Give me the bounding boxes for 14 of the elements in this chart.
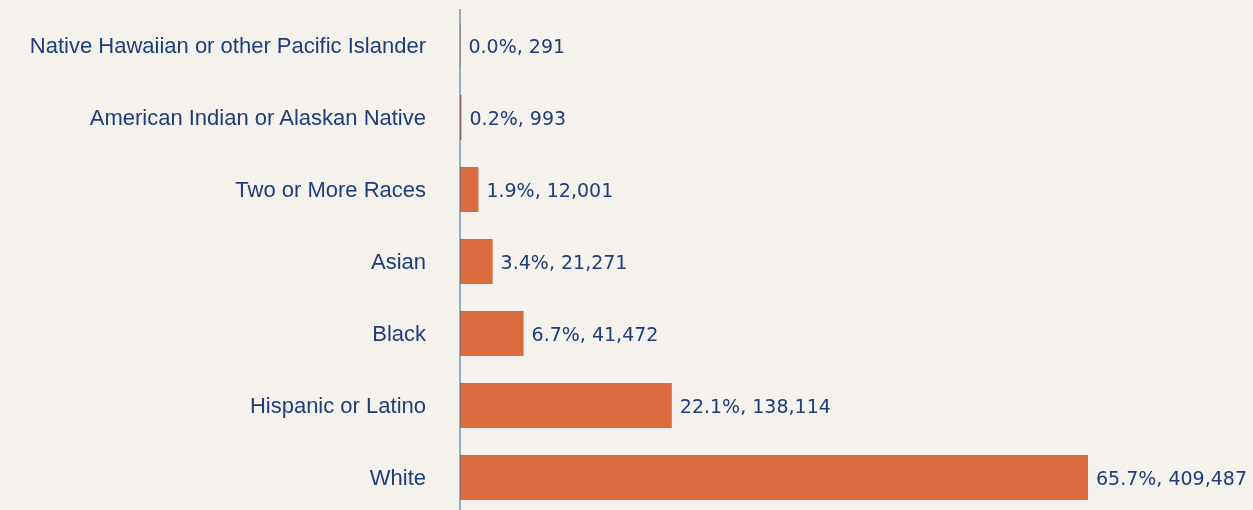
y-tick-label: Asian <box>370 248 426 274</box>
y-tick-label: Two or More Races <box>235 176 426 202</box>
data-label: 6.7%, 41,472 <box>531 322 659 345</box>
y-tick-label: Native Hawaiian or other Pacific Islander <box>29 32 426 58</box>
data-label: 0.0%, 291 <box>468 34 566 57</box>
data-label: 0.2%, 993 <box>469 106 567 129</box>
data-label: 22.1%, 138,114 <box>679 394 831 417</box>
y-tick-label: American Indian or Alaskan Native <box>89 104 426 130</box>
y-tick-label: Black <box>372 320 427 346</box>
y-tick-label: White <box>369 464 426 490</box>
data-label: 1.9%, 12,001 <box>486 178 614 201</box>
y-tick-label: Hispanic or Latino <box>249 392 426 418</box>
data-label: 3.4%, 21,271 <box>500 250 628 273</box>
data-label: 65.7%, 409,487 <box>1096 466 1248 489</box>
